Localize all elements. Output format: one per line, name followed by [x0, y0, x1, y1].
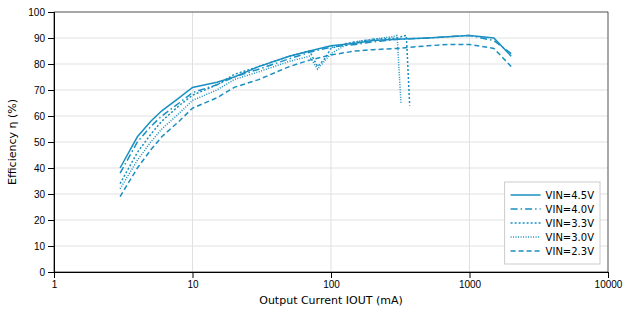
y-tick-mark	[48, 220, 54, 221]
legend-label: VIN=3.0V	[546, 232, 595, 243]
y-tick-mark	[48, 64, 54, 65]
y-tick: 60	[34, 111, 54, 122]
y-tick-mark	[48, 38, 54, 39]
y-tick: 0	[39, 267, 54, 278]
grid	[54, 12, 608, 272]
legend-item: VIN=4.0V	[511, 204, 595, 215]
grid-line-y	[54, 116, 608, 117]
y-tick-label: 70	[34, 85, 46, 96]
x-tick-label: 100	[323, 279, 340, 290]
legend-item: VIN=3.3V	[511, 218, 595, 229]
x-tick-label: 1	[52, 279, 58, 290]
grid-line-y	[54, 64, 608, 65]
x-tick-mark	[193, 272, 194, 278]
y-tick-label: 90	[34, 33, 46, 44]
plot-frame	[54, 12, 608, 272]
x-axis: 1 10 100 1000 10000	[52, 272, 623, 290]
y-tick-mark	[48, 272, 54, 273]
x-tick: 1	[52, 272, 58, 290]
y-tick: 80	[34, 59, 54, 70]
x-tick: 100	[323, 272, 340, 290]
x-axis-title: Output Current IOUT (mA)	[259, 294, 403, 307]
y-tick: 10	[34, 241, 54, 252]
series-line	[120, 45, 511, 197]
y-axis: 0 10 20 30 40 50 60 70 80 90 100	[28, 7, 54, 278]
grid-line-y	[54, 90, 608, 91]
legend-swatch	[511, 222, 541, 224]
x-tick-mark	[608, 272, 609, 278]
y-tick-mark	[48, 168, 54, 169]
y-tick: 90	[34, 33, 54, 44]
series-line	[120, 35, 511, 168]
y-tick-mark	[48, 90, 54, 91]
series-line	[120, 35, 511, 173]
y-tick-label: 100	[28, 7, 45, 18]
legend-swatch	[511, 194, 541, 196]
y-axis-line	[48, 13, 55, 273]
y-tick-mark	[48, 116, 54, 117]
y-tick-label: 50	[34, 137, 46, 148]
legend-label: VIN=4.0V	[546, 204, 595, 215]
legend-swatch	[511, 250, 541, 252]
x-tick-label: 10000	[595, 279, 623, 290]
y-tick-label: 20	[34, 215, 46, 226]
y-tick-label: 10	[34, 241, 46, 252]
legend-label: VIN=2.3V	[546, 246, 595, 257]
plot: 1 10 100 1000 10000 0 10 20 30 40 50 60 70 80 90 100 Out…	[6, 7, 623, 307]
legend-label: VIN=4.5V	[546, 190, 595, 201]
y-tick: 100	[28, 7, 54, 18]
y-tick-label: 40	[34, 163, 46, 174]
x-tick: 10	[187, 272, 199, 290]
y-tick: 20	[34, 215, 54, 226]
series-line	[120, 35, 401, 188]
y-tick-label: 30	[34, 189, 46, 200]
series-line	[120, 35, 410, 183]
y-tick: 50	[34, 137, 54, 148]
y-axis-title: Efficiency η (%)	[6, 99, 19, 185]
x-tick-mark	[470, 272, 471, 278]
y-tick-label: 0	[39, 267, 45, 278]
grid-line-y	[54, 38, 608, 39]
x-tick: 1000	[459, 272, 482, 290]
x-tick-label: 10	[187, 279, 199, 290]
legend-item: VIN=2.3V	[511, 246, 595, 257]
y-tick-label: 80	[34, 59, 46, 70]
y-tick-mark	[48, 12, 54, 13]
lines	[120, 35, 511, 196]
y-tick-mark	[48, 142, 54, 143]
legend-swatch	[511, 236, 541, 238]
legend-swatch	[511, 208, 541, 210]
y-tick: 70	[34, 85, 54, 96]
x-tick-mark	[331, 272, 332, 278]
y-tick-mark	[48, 194, 54, 195]
x-tick: 10000	[595, 272, 623, 290]
y-tick: 40	[34, 163, 54, 174]
legend: VIN=4.5V VIN=4.0V VIN=3.3V VIN=3.0V VIN=2.3V	[505, 182, 600, 264]
x-tick-label: 1000	[459, 279, 482, 290]
chart: 1 10 100 1000 10000 0 10 20 30 40 50 60 70 80 90 100 Out…	[0, 0, 624, 312]
legend-label: VIN=3.3V	[546, 218, 595, 229]
x-axis-line	[55, 273, 609, 279]
legend-item: VIN=3.0V	[511, 232, 595, 243]
legend-box	[505, 182, 600, 264]
y-tick-mark	[48, 246, 54, 247]
y-tick: 30	[34, 189, 54, 200]
legend-item: VIN=4.5V	[511, 190, 595, 201]
y-tick-label: 60	[34, 111, 46, 122]
